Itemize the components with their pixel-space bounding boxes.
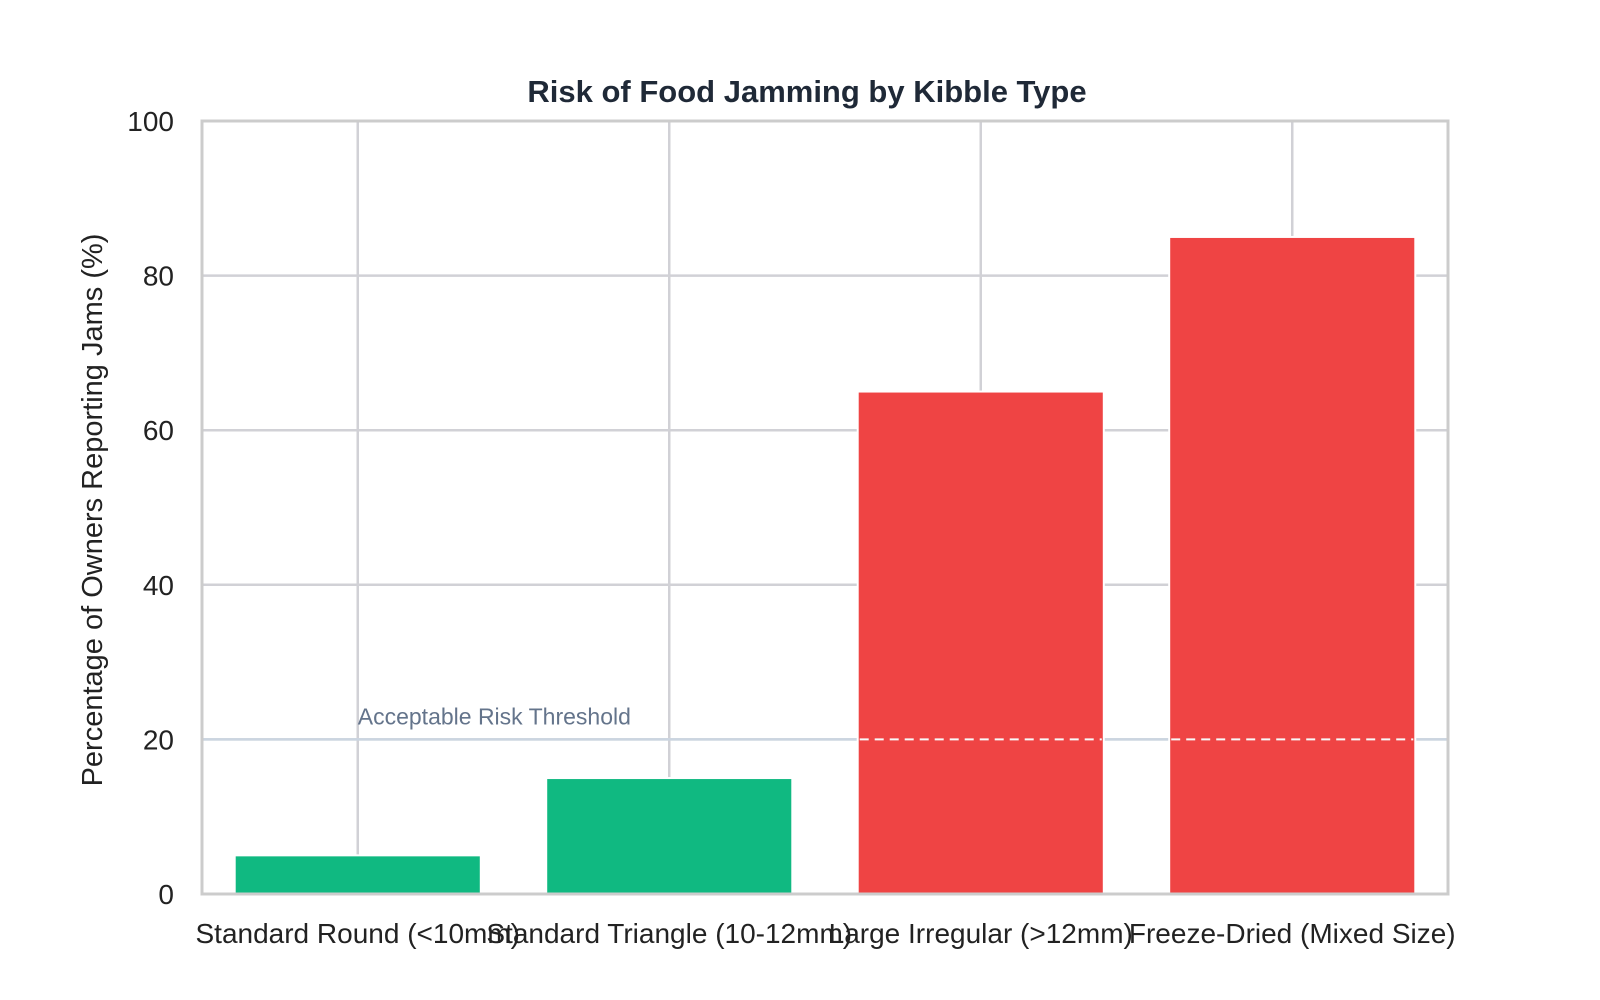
bars bbox=[233, 235, 1417, 895]
y-tick-label: 80 bbox=[143, 261, 174, 292]
x-axis-ticks: Standard Round (<10mm)Standard Triangle … bbox=[195, 918, 1455, 949]
x-tick-label: Standard Round (<10mm) bbox=[195, 918, 520, 949]
y-tick-label: 0 bbox=[158, 879, 174, 910]
y-tick-label: 100 bbox=[127, 106, 174, 137]
bar bbox=[545, 777, 794, 895]
bar bbox=[856, 390, 1105, 895]
y-axis-ticks: 0 20 40 60 80 100 bbox=[127, 106, 174, 910]
bar bbox=[233, 854, 482, 895]
chart-title: Risk of Food Jamming by Kibble Type bbox=[527, 74, 1086, 109]
x-tick-label: Large Irregular (>12mm) bbox=[829, 918, 1133, 949]
y-tick-label: 60 bbox=[143, 415, 174, 446]
bar bbox=[1168, 235, 1417, 895]
x-tick-label: Freeze-Dried (Mixed Size) bbox=[1129, 918, 1456, 949]
y-tick-label: 40 bbox=[143, 570, 174, 601]
x-tick-label: Standard Triangle (10-12mm) bbox=[486, 918, 852, 949]
y-axis-label: Percentage of Owners Reporting Jams (%) bbox=[77, 234, 109, 787]
y-tick-label: 20 bbox=[143, 724, 174, 755]
plot-frame bbox=[200, 119, 1450, 896]
threshold-label: Acceptable Risk Threshold bbox=[358, 703, 631, 729]
